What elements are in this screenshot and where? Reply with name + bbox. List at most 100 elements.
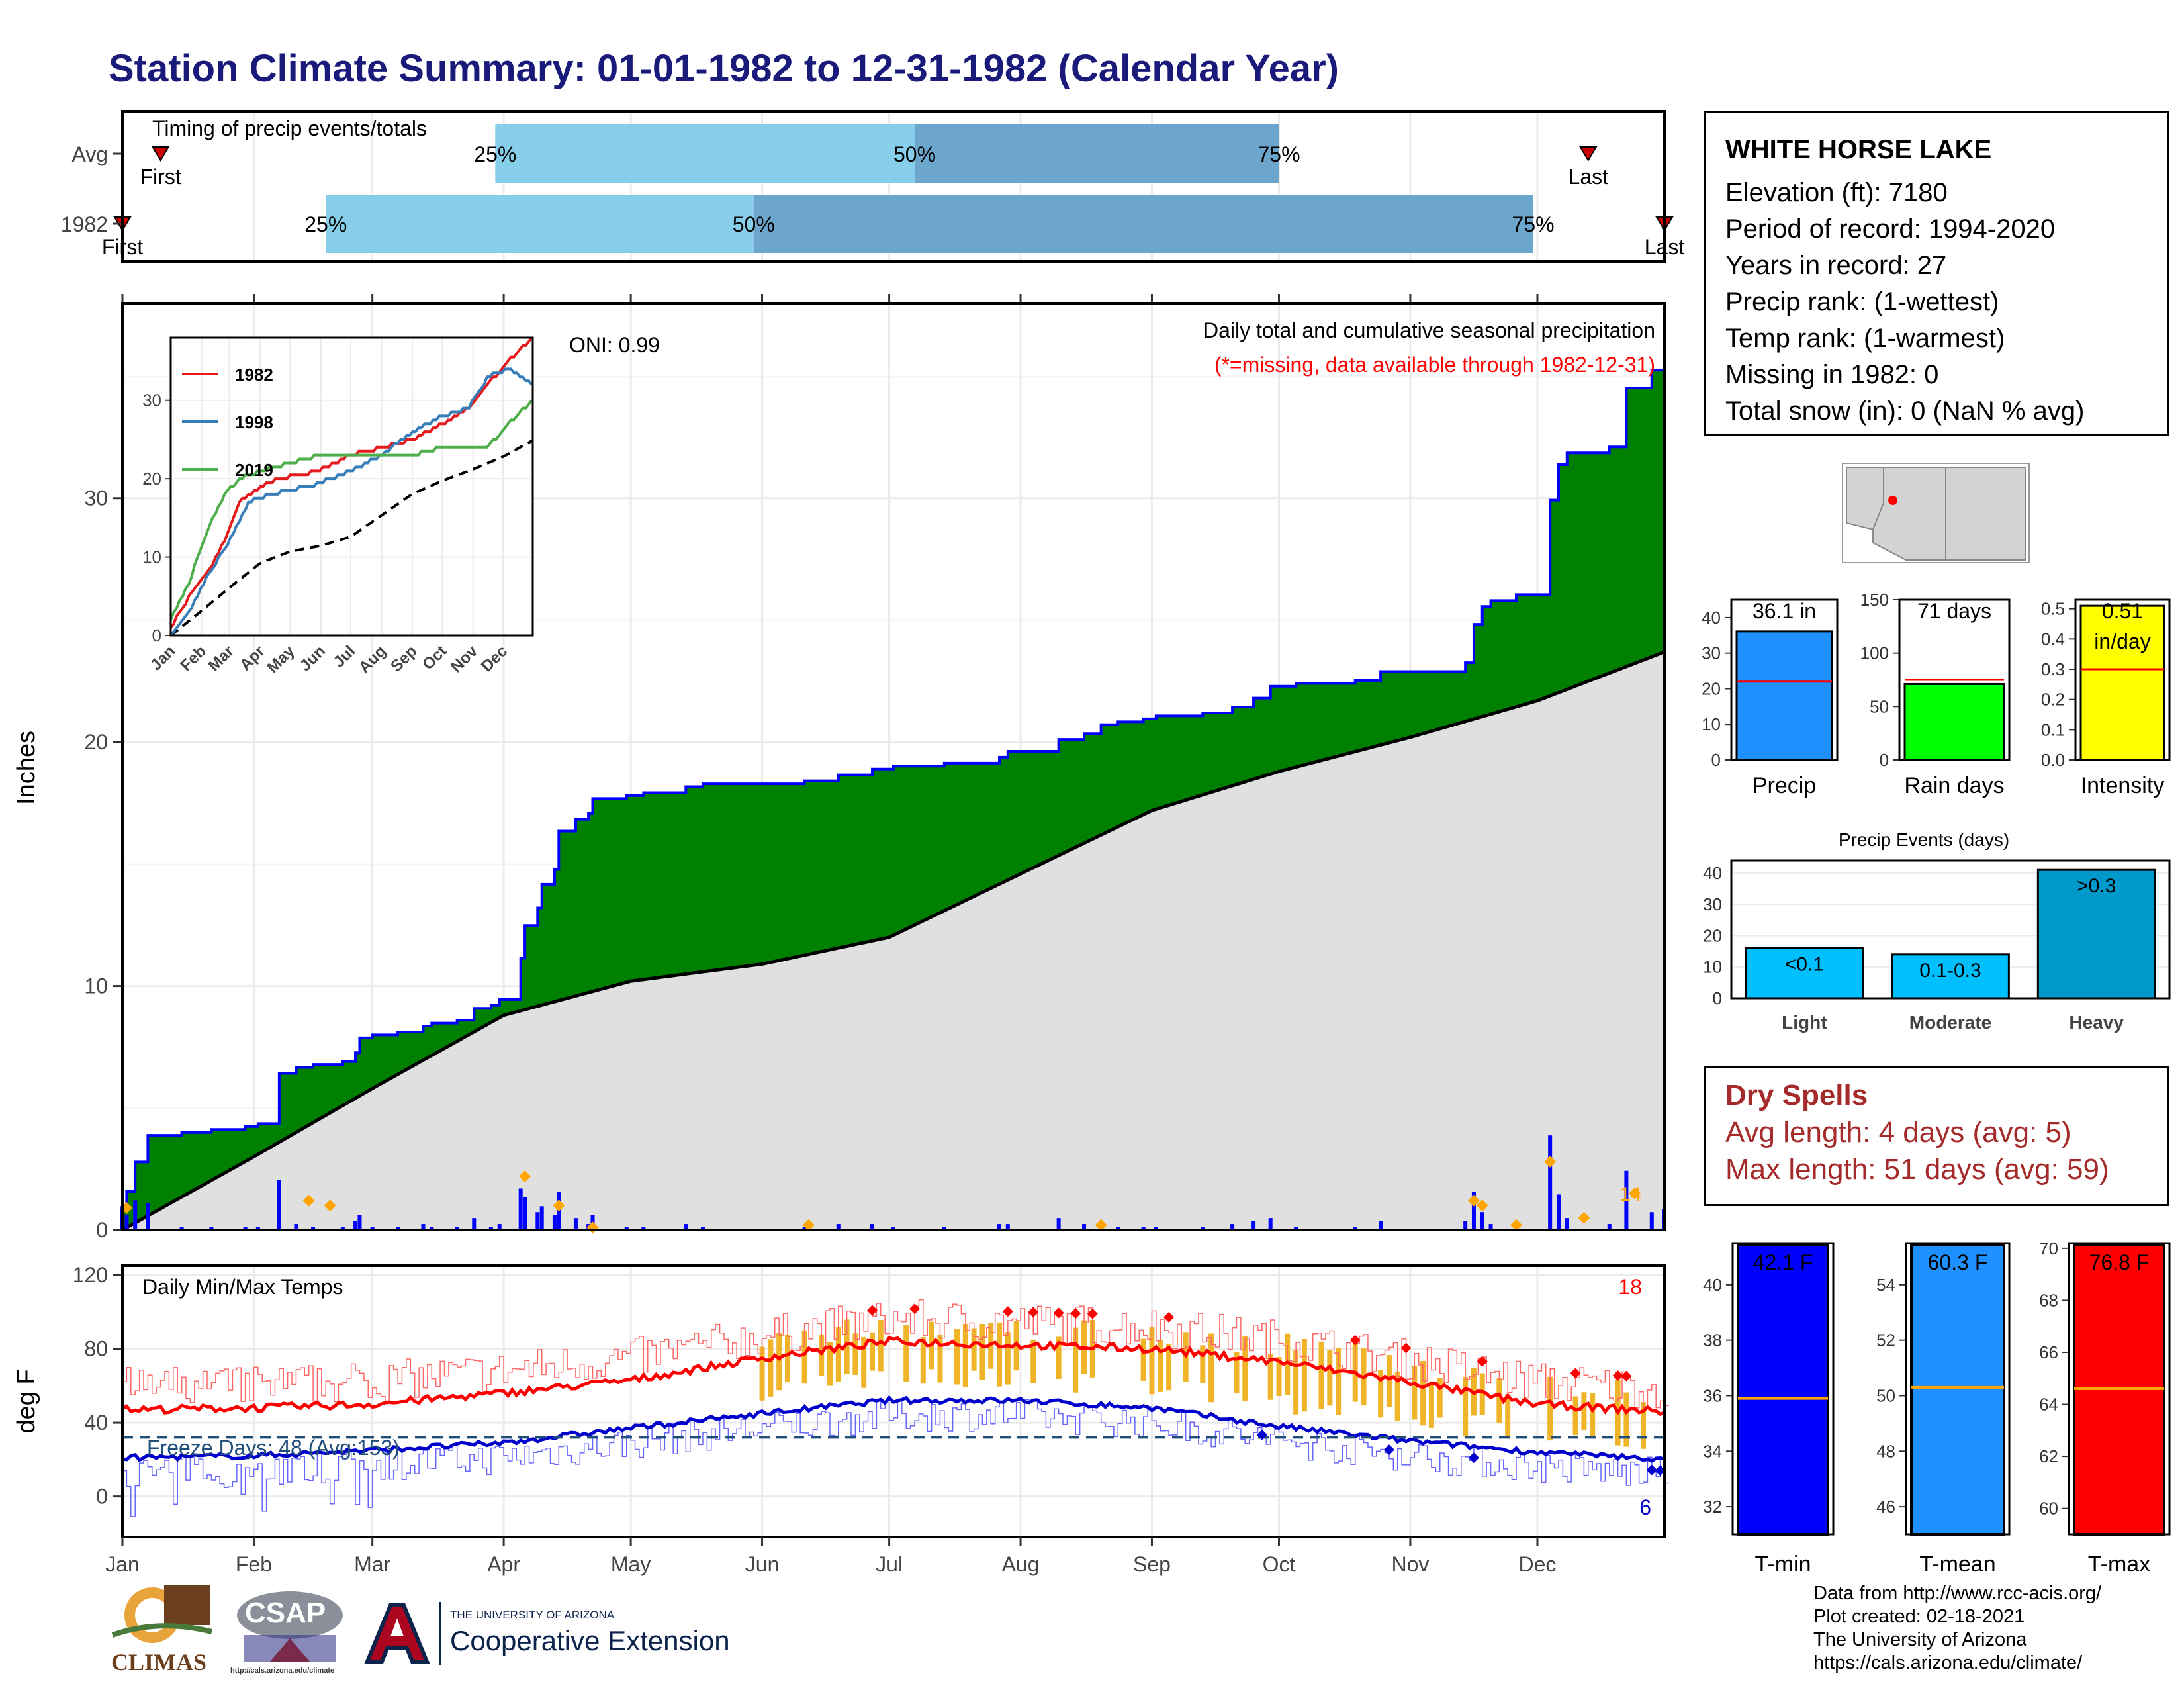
daily-precip-bar <box>370 1227 375 1230</box>
inset-avg-dashed-line <box>169 439 533 637</box>
month-label: Dec <box>1519 1552 1557 1576</box>
daily-temp-range-bar <box>1420 1360 1426 1426</box>
month-label: Oct <box>1263 1552 1296 1576</box>
timing-title: Timing of precip events/totals <box>152 117 427 140</box>
daily-temp-range-bar <box>1242 1336 1248 1401</box>
daily-temp-range-bar <box>852 1333 858 1375</box>
month-label: Nov <box>1391 1552 1429 1576</box>
events-bar <box>2036 868 2156 1000</box>
temp-ytick-label: 0 <box>96 1485 108 1509</box>
avg-max-temp-line <box>121 1336 1665 1416</box>
daily-precip-bar <box>294 1224 298 1230</box>
daily-temp-range-bar <box>1149 1327 1155 1395</box>
mini-bar-tick-label: 0.3 <box>2041 659 2065 679</box>
daily-precip-bar <box>942 1227 946 1230</box>
credit-line: https://cals.arizona.edu/climate/ <box>1813 1652 2083 1673</box>
station-period: Period of record: 1994-2020 <box>1725 214 2056 244</box>
csap-url: http://cals.arizona.edu/climate <box>230 1667 335 1675</box>
record-low-marker <box>1646 1464 1657 1476</box>
record-high-marker <box>1070 1308 1081 1319</box>
daily-precip-bar <box>497 1224 502 1230</box>
events-frame <box>1730 859 2171 1000</box>
record-high-marker <box>1400 1342 1412 1354</box>
timing-q50-label: 50% <box>733 212 775 236</box>
inset-series-line <box>169 399 533 621</box>
mini-bar-tick-label: 0.0 <box>2041 750 2065 770</box>
temp-bar-name: T-max <box>2088 1552 2150 1577</box>
record-high-marker <box>866 1305 878 1316</box>
temp-bar-tick-label: 70 <box>2039 1239 2058 1258</box>
daily-temp-range-bar <box>971 1328 977 1371</box>
daily-temp-range-bar <box>1378 1370 1384 1418</box>
csap-cloud-icon <box>237 1591 343 1662</box>
month-label: Apr <box>487 1552 520 1576</box>
climas-label: CLIMAS <box>111 1649 207 1675</box>
temp-bar-tick-label: 36 <box>1703 1385 1722 1405</box>
inset-ytick-label: 30 <box>142 391 161 410</box>
daily-temp-range-bar <box>1572 1396 1578 1436</box>
dry-spells-title: Dry Spells <box>1725 1079 1868 1111</box>
last-event-label: Last <box>1569 165 1609 189</box>
daily-precip-bar <box>340 1227 345 1230</box>
record-precip-marker <box>1467 1194 1480 1207</box>
daily-min-temp-line <box>122 1398 1669 1517</box>
inset-ytick-label: 0 <box>152 626 161 645</box>
daily-temp-range-bar <box>1428 1381 1434 1428</box>
daily-precip-bar <box>209 1227 214 1230</box>
temp-ytick-label: 80 <box>84 1337 108 1361</box>
temp-bar-tick-label: 38 <box>1703 1331 1722 1350</box>
daily-precip-bar <box>1116 1227 1120 1230</box>
timing-row-label: Avg <box>71 142 108 166</box>
inset-series-line <box>169 367 533 637</box>
daily-temp-range-bar <box>801 1330 807 1384</box>
daily-precip-bar <box>1471 1191 1476 1230</box>
station-precip-rank: Precip rank: (1-wettest) <box>1725 287 1999 316</box>
events-title: Precip Events (days) <box>1839 829 2009 850</box>
map-region-arizona <box>1872 467 1946 561</box>
daily-temp-range-bar <box>1327 1350 1333 1406</box>
mini-bar-value-label: 36.1 in <box>1752 599 1816 623</box>
daily-temp-range-bar <box>1437 1378 1443 1418</box>
inset-ytick-label: 10 <box>142 547 161 567</box>
mini-bar-tick-label: 0.5 <box>2041 599 2065 619</box>
daily-precip-bar <box>552 1215 557 1230</box>
daily-precip-bar <box>535 1212 540 1230</box>
daily-precip-bar <box>1463 1221 1468 1230</box>
daily-temp-range-bar <box>954 1329 960 1385</box>
mini-bar-value <box>1735 630 1833 761</box>
record-low-marker <box>1468 1452 1479 1464</box>
record-high-marker <box>1053 1307 1064 1319</box>
temp-bar-frame <box>1905 1242 2011 1536</box>
record-high-marker <box>1621 1370 1632 1382</box>
mini-bar-tick-label: 10 <box>1702 714 1721 734</box>
mini-bar-value-label: in/day <box>2094 630 2150 653</box>
daily-temp-range-bar <box>1505 1394 1511 1439</box>
daily-temp-range-bar <box>776 1333 782 1391</box>
record-low-marker <box>1655 1465 1666 1476</box>
daily-precip-bar <box>179 1227 184 1230</box>
mini-bar-tick-label: 0.4 <box>2041 629 2065 649</box>
daily-max-temp-line <box>122 1299 1669 1409</box>
temp-bar-tick-label: 52 <box>1876 1331 1895 1350</box>
daily-precip-bar <box>1353 1227 1357 1230</box>
temp-ytick-label: 40 <box>84 1411 108 1434</box>
daily-precip-bar <box>277 1180 281 1230</box>
daily-temp-range-bar <box>1140 1338 1146 1381</box>
temp-bar-tick-label: 50 <box>1876 1385 1895 1405</box>
daily-precip-bar <box>1488 1224 1493 1230</box>
daily-precip-bar <box>133 1200 138 1230</box>
daily-temp-range-bar <box>979 1323 985 1380</box>
mini-bar-frame <box>1730 598 1839 761</box>
daily-precip-bar <box>1649 1212 1654 1230</box>
record-count-label: 14 <box>1619 1184 1641 1205</box>
events-category-label: Moderate <box>1909 1012 1991 1033</box>
daily-temp-range-bar <box>937 1335 943 1383</box>
daily-precip-bar <box>1005 1224 1010 1230</box>
temp-bar-tick-label: 64 <box>2039 1395 2058 1415</box>
events-tick-label: 40 <box>1703 863 1722 883</box>
precip-panel-frame <box>121 302 1666 1231</box>
events-category-label: Heavy <box>2069 1012 2124 1033</box>
missing-note: (*=missing, data available through 1982-… <box>1214 353 1655 377</box>
daily-precip-bar <box>488 1227 493 1230</box>
mini-bar-tick-label: 0 <box>1711 750 1721 770</box>
